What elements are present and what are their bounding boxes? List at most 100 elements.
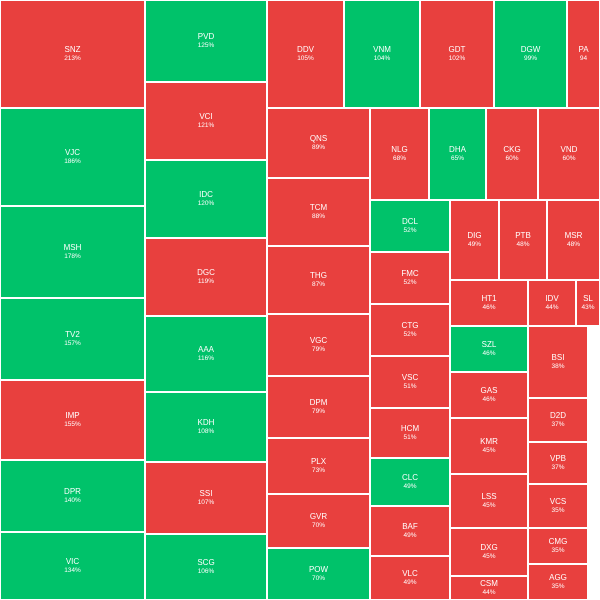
- tile-ticker-label: MSH: [63, 243, 82, 252]
- treemap-tile-vci[interactable]: VCI 121%: [145, 82, 267, 160]
- tile-percent-label: 119%: [197, 278, 215, 285]
- treemap-tile-idv[interactable]: IDV 44%: [528, 280, 576, 326]
- tile-percent-label: 88%: [311, 213, 325, 220]
- tile-ticker-label: AGG: [549, 573, 567, 582]
- treemap-tile-nlg[interactable]: NLG 68%: [370, 108, 429, 200]
- tile-ticker-label: FMC: [401, 269, 419, 278]
- tile-ticker-label: AAA: [197, 345, 214, 354]
- treemap-tile-kmr[interactable]: KMR 45%: [450, 418, 528, 474]
- tile-percent-label: 48%: [516, 241, 530, 248]
- treemap-tile-idc[interactable]: IDC 120%: [145, 160, 267, 238]
- tile-ticker-label: VCS: [549, 497, 567, 506]
- tile-percent-label: 45%: [482, 553, 496, 560]
- treemap-tile-cmg[interactable]: CMG 35%: [528, 528, 588, 564]
- treemap-tile-imp[interactable]: IMP 155%: [0, 380, 145, 460]
- treemap-tile-aaa[interactable]: AAA 116%: [145, 316, 267, 392]
- treemap-tile-vsc[interactable]: VSC 51%: [370, 356, 450, 408]
- treemap-tile-gvr[interactable]: GVR 70%: [267, 494, 370, 548]
- treemap-tile-msh[interactable]: MSH 178%: [0, 206, 145, 298]
- treemap-tile-szl[interactable]: SZL 46%: [450, 326, 528, 372]
- treemap-tile-tv2[interactable]: TV2 157%: [0, 298, 145, 380]
- tile-ticker-label: DGC: [197, 268, 215, 277]
- tile-ticker-label: GAS: [480, 386, 498, 395]
- treemap-tile-dxg[interactable]: DXG 45%: [450, 528, 528, 576]
- treemap-tile-vpb[interactable]: VPB 37%: [528, 442, 588, 484]
- tile-ticker-label: DGW: [520, 45, 541, 54]
- tile-percent-label: 106%: [197, 568, 215, 575]
- tile-ticker-label: PA: [578, 45, 589, 54]
- treemap-tile-gas[interactable]: GAS 46%: [450, 372, 528, 418]
- treemap-tile-vgc[interactable]: VGC 79%: [267, 314, 370, 376]
- treemap-tile-gdt[interactable]: GDT 102%: [420, 0, 494, 108]
- treemap-tile-ptb[interactable]: PTB 48%: [499, 200, 547, 280]
- tile-percent-label: 79%: [311, 408, 325, 415]
- treemap-tile-snz[interactable]: SNZ 213%: [0, 0, 145, 108]
- treemap-tile-dpr[interactable]: DPR 140%: [0, 460, 145, 532]
- tile-ticker-label: SNZ: [64, 45, 81, 54]
- tile-percent-label: 155%: [64, 421, 81, 428]
- treemap-tile-ckg[interactable]: CKG 60%: [486, 108, 538, 200]
- treemap-tile-plx[interactable]: PLX 73%: [267, 438, 370, 494]
- treemap-tile-sl[interactable]: SL 43%: [576, 280, 600, 326]
- treemap-tile-dpm[interactable]: DPM 79%: [267, 376, 370, 438]
- tile-percent-label: 125%: [197, 42, 215, 49]
- treemap-tile-vjc[interactable]: VJC 186%: [0, 108, 145, 206]
- treemap-tile-clc[interactable]: CLC 49%: [370, 458, 450, 506]
- tile-ticker-label: BAF: [402, 522, 418, 531]
- treemap-tile-qns[interactable]: QNS 89%: [267, 108, 370, 178]
- tile-ticker-label: QNS: [309, 134, 328, 143]
- treemap-tile-ht1[interactable]: HT1 46%: [450, 280, 528, 326]
- tile-percent-label: 46%: [482, 304, 496, 311]
- treemap-tile-vcs[interactable]: VCS 35%: [528, 484, 588, 528]
- tile-ticker-label: LSS: [481, 492, 497, 501]
- tile-ticker-label: CLC: [401, 473, 418, 482]
- treemap-tile-lss[interactable]: LSS 45%: [450, 474, 528, 528]
- treemap-tile-ctg[interactable]: CTG 52%: [370, 304, 450, 356]
- tile-ticker-label: VNM: [373, 45, 391, 54]
- treemap-tile-pvd[interactable]: PVD 125%: [145, 0, 267, 82]
- tile-percent-label: 43%: [581, 304, 595, 311]
- treemap-tile-pow[interactable]: POW 70%: [267, 548, 370, 600]
- tile-ticker-label: CMG: [548, 537, 568, 546]
- tile-ticker-label: TV2: [65, 330, 80, 339]
- treemap-tile-d2d[interactable]: D2D 37%: [528, 398, 588, 442]
- treemap-tile-msr[interactable]: MSR 48%: [547, 200, 600, 280]
- tile-percent-label: 121%: [197, 122, 215, 129]
- tile-percent-label: 73%: [311, 467, 325, 474]
- treemap-tile-dig[interactable]: DIG 49%: [450, 200, 499, 280]
- tile-ticker-label: VND: [560, 145, 578, 154]
- treemap-tile-dcl[interactable]: DCL 52%: [370, 200, 450, 252]
- treemap-tile-vic[interactable]: VIC 134%: [0, 532, 145, 600]
- tile-percent-label: 49%: [467, 241, 481, 248]
- treemap-tile-baf[interactable]: BAF 49%: [370, 506, 450, 556]
- treemap-tile-fmc[interactable]: FMC 52%: [370, 252, 450, 304]
- tile-percent-label: 120%: [197, 200, 215, 207]
- treemap-tile-dgw[interactable]: DGW 99%: [494, 0, 567, 108]
- treemap-tile-thg[interactable]: THG 87%: [267, 246, 370, 314]
- tile-percent-label: 60%: [505, 155, 519, 162]
- tile-ticker-label: KDH: [197, 418, 215, 427]
- tile-percent-label: 213%: [64, 55, 81, 62]
- treemap-tile-ssi[interactable]: SSI 107%: [145, 462, 267, 534]
- treemap-tile-dha[interactable]: DHA 65%: [429, 108, 486, 200]
- treemap-tile-dgc[interactable]: DGC 119%: [145, 238, 267, 316]
- tile-percent-label: 51%: [403, 434, 417, 441]
- treemap-tile-kdh[interactable]: KDH 108%: [145, 392, 267, 462]
- treemap-tile-pa[interactable]: PA 94: [567, 0, 600, 108]
- tile-percent-label: 49%: [403, 483, 417, 490]
- treemap-tile-scg[interactable]: SCG 106%: [145, 534, 267, 600]
- tile-ticker-label: MSR: [564, 231, 583, 240]
- treemap-tile-tcm[interactable]: TCM 88%: [267, 178, 370, 246]
- tile-percent-label: 49%: [403, 532, 417, 539]
- treemap-tile-agg[interactable]: AGG 35%: [528, 564, 588, 600]
- treemap-tile-vlc[interactable]: VLC 49%: [370, 556, 450, 600]
- tile-percent-label: 70%: [311, 522, 325, 529]
- treemap-tile-vnd[interactable]: VND 60%: [538, 108, 600, 200]
- tile-percent-label: 45%: [482, 502, 496, 509]
- treemap-tile-csm[interactable]: CSM 44%: [450, 576, 528, 600]
- treemap-tile-hcm[interactable]: HCM 51%: [370, 408, 450, 458]
- tile-ticker-label: THG: [310, 271, 327, 280]
- treemap-tile-bsi[interactable]: BSI 38%: [528, 326, 588, 398]
- treemap-tile-vnm[interactable]: VNM 104%: [344, 0, 420, 108]
- treemap-tile-ddv[interactable]: DDV 105%: [267, 0, 344, 108]
